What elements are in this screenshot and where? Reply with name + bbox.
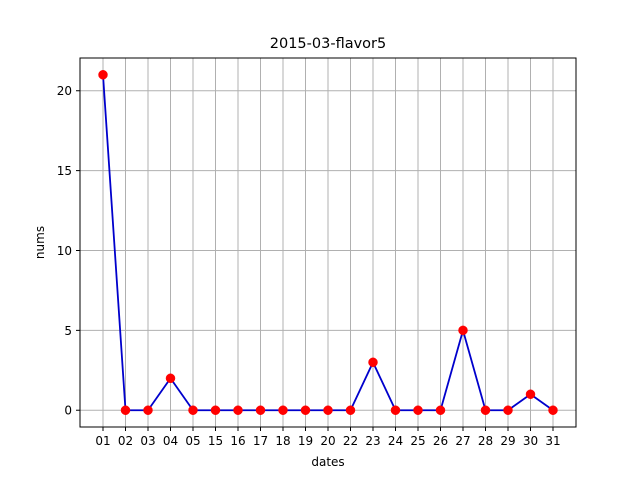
data-point [278, 405, 288, 415]
data-point [300, 405, 311, 415]
x-axis-label: dates [311, 455, 344, 469]
data-point [413, 405, 423, 415]
x-tick-label: 02 [118, 434, 133, 448]
x-tick-label: 20 [320, 434, 335, 448]
data-point [548, 405, 558, 415]
x-tick-label: 26 [433, 434, 448, 448]
x-tick-label: 01 [95, 434, 110, 448]
data-point [323, 405, 333, 415]
y-tick-label: 10 [57, 244, 72, 258]
x-tick-label: 19 [298, 434, 313, 448]
x-tick-label: 23 [365, 434, 380, 448]
data-point [368, 357, 378, 368]
y-ticks: 0 5 10 15 20 [57, 84, 80, 418]
data-point [525, 389, 536, 400]
y-tick-label: 0 [64, 404, 72, 418]
x-tick-label: 27 [455, 434, 470, 448]
data-point [143, 405, 153, 415]
x-tick-label: 28 [478, 434, 493, 448]
x-tick-label: 29 [500, 434, 515, 448]
x-tick-label: 05 [185, 434, 200, 448]
x-tick-label: 25 [410, 434, 425, 448]
x-tick-label: 18 [275, 434, 290, 448]
y-tick-label: 5 [64, 324, 72, 338]
data-point [165, 373, 176, 384]
data-point [480, 405, 491, 415]
data-point [503, 405, 513, 415]
data-point [233, 405, 243, 415]
data-point [98, 70, 108, 80]
data-point [255, 405, 266, 415]
x-tick-label: 31 [545, 434, 560, 448]
data-point [345, 405, 356, 415]
data-point [390, 405, 401, 415]
x-tick-label: 16 [230, 434, 245, 448]
y-tick-label: 15 [57, 164, 72, 178]
x-tick-label: 24 [388, 434, 403, 448]
y-tick-label: 20 [57, 84, 72, 98]
grid-lines [80, 58, 576, 427]
x-tick-label: 30 [523, 434, 538, 448]
x-tick-label: 22 [343, 434, 358, 448]
x-tick-label: 03 [140, 434, 155, 448]
series-group [98, 70, 558, 415]
chart-title: 2015-03-flavor5 [270, 36, 386, 52]
data-point [435, 405, 446, 415]
data-point [210, 405, 221, 415]
data-point [120, 405, 131, 415]
x-tick-label: 15 [208, 434, 223, 448]
x-tick-label: 17 [253, 434, 268, 448]
y-axis-label: nums [33, 226, 47, 259]
x-tick-label: 04 [163, 434, 178, 448]
data-point [188, 405, 198, 415]
x-ticks: 01 02 03 04 05 15 16 17 18 19 20 22 23 24 25 26 27 28 29 30… [95, 427, 561, 448]
data-point [458, 325, 468, 336]
